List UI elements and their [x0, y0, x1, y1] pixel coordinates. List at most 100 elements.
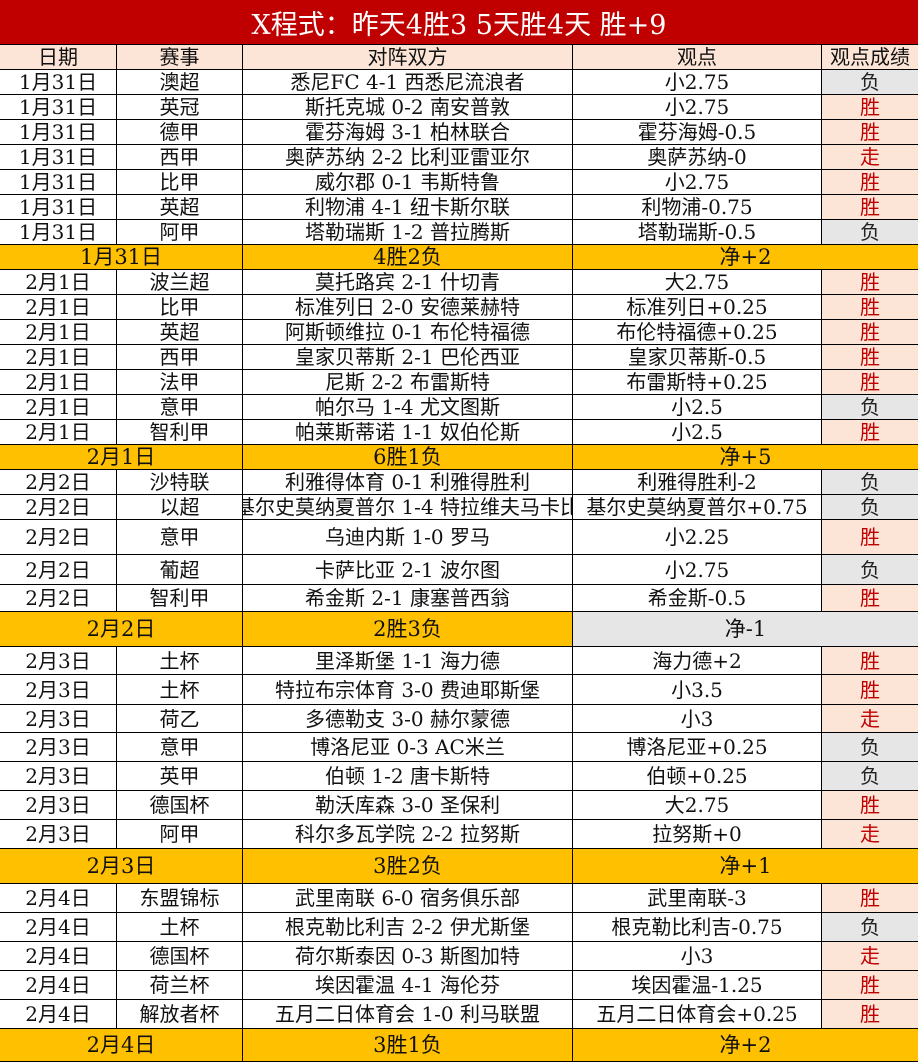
summary-date: 1月31日 [0, 245, 243, 269]
date-cell: 2月4日 [0, 1000, 117, 1028]
date-cell: 2月3日 [0, 733, 117, 761]
summary-record: 6胜1负 [243, 445, 573, 469]
league-cell: 荷兰杯 [117, 971, 243, 999]
result-cell: 胜 [822, 884, 918, 912]
league-cell: 解放者杯 [117, 1000, 243, 1028]
pick-cell: 标准列日+0.25 [573, 295, 822, 319]
pick-cell: 埃因霍温-1.25 [573, 971, 822, 999]
match-cell: 基尔史莫纳夏普尔 1-4 特拉维夫马卡比 [243, 495, 573, 519]
date-cell: 2月1日 [0, 345, 117, 369]
table-row: 1月31日 阿甲 塔勒瑞斯 1-2 普拉腾斯 塔勒瑞斯-0.5 负 [0, 220, 918, 245]
table-row: 2月3日 土杯 里泽斯堡 1-1 海力德 海力德+2 胜 [0, 647, 918, 675]
result-cell: 负 [822, 495, 918, 519]
league-cell: 德甲 [117, 120, 243, 144]
league-cell: 以超 [117, 495, 243, 519]
table-row: 2月3日 德国杯 勒沃库森 3-0 圣保利 大2.75 胜 [0, 791, 918, 820]
result-cell: 负 [822, 555, 918, 584]
pick-cell: 大2.75 [573, 791, 822, 819]
table-row: 2月4日 荷兰杯 埃因霍温 4-1 海伦芬 埃因霍温-1.25 胜 [0, 971, 918, 1000]
summary-net: 净+5 [719, 445, 772, 469]
pick-cell: 利雅得胜利-2 [573, 470, 822, 494]
league-cell: 土杯 [117, 647, 243, 674]
league-cell: 东盟锦标 [117, 884, 243, 912]
match-cell: 霍芬海姆 3-1 柏林联合 [243, 120, 573, 144]
table-row: 2月1日 波兰超 莫托路宾 2-1 什切青 大2.75 胜 [0, 270, 918, 295]
pick-cell: 希金斯-0.5 [573, 585, 822, 611]
match-cell: 特拉布宗体育 3-0 费迪耶斯堡 [243, 675, 573, 704]
date-cell: 2月1日 [0, 320, 117, 344]
pick-cell: 小2.5 [573, 395, 822, 419]
match-cell: 荷尔斯泰因 0-3 斯图加特 [243, 942, 573, 970]
table-row: 2月1日 智利甲 帕莱斯蒂诺 1-1 奴伯伦斯 小2.5 胜 [0, 420, 918, 445]
match-cell: 卡萨比亚 2-1 波尔图 [243, 555, 573, 584]
result-cell: 胜 [822, 520, 918, 554]
date-cell: 2月2日 [0, 520, 117, 554]
date-cell: 2月1日 [0, 370, 117, 394]
summary-row: 2月3日 3胜2负 净+1 [0, 849, 918, 884]
pick-cell: 奥萨苏纳-0 [573, 145, 822, 169]
summary-date: 2月3日 [0, 849, 243, 883]
summary-row: 1月31日 4胜2负 净+2 [0, 245, 918, 270]
league-cell: 西甲 [117, 345, 243, 369]
result-cell: 胜 [822, 95, 918, 119]
league-cell: 西甲 [117, 145, 243, 169]
header-result: 观点成绩 [830, 45, 910, 69]
table-row: 1月31日 德甲 霍芬海姆 3-1 柏林联合 霍芬海姆-0.5 胜 [0, 120, 918, 145]
match-cell: 标准列日 2-0 安德莱赫特 [243, 295, 573, 319]
pick-cell: 小2.75 [573, 95, 822, 119]
table-row: 2月1日 比甲 标准列日 2-0 安德莱赫特 标准列日+0.25 胜 [0, 295, 918, 320]
match-cell: 阿斯顿维拉 0-1 布伦特福德 [243, 320, 573, 344]
summary-net: 净-1 [573, 612, 918, 646]
result-cell: 胜 [822, 420, 918, 444]
date-cell: 2月3日 [0, 647, 117, 674]
table-row: 2月4日 土杯 根克勒比利吉 2-2 伊尤斯堡 根克勒比利吉-0.75 负 [0, 913, 918, 942]
table-row: 2月3日 英甲 伯顿 1-2 唐卡斯特 伯顿+0.25 负 [0, 762, 918, 791]
header-row: 日期 赛事 对阵双方 观点 观点成绩 [0, 45, 918, 70]
summary-record: 3胜1负 [243, 1029, 573, 1061]
result-cell: 负 [822, 220, 918, 244]
match-cell: 尼斯 2-2 布雷斯特 [243, 370, 573, 394]
table-row: 2月2日 以超 基尔史莫纳夏普尔 1-4 特拉维夫马卡比 基尔史莫纳夏普尔+0.75 负 [0, 495, 918, 520]
match-cell: 埃因霍温 4-1 海伦芬 [243, 971, 573, 999]
result-cell: 胜 [822, 320, 918, 344]
match-cell: 莫托路宾 2-1 什切青 [243, 270, 573, 294]
date-cell: 2月2日 [0, 470, 117, 494]
summary-net: 净+2 [719, 1032, 772, 1057]
table-row: 1月31日 澳超 悉尼FC 4-1 西悉尼流浪者 小2.75 负 [0, 70, 918, 95]
date-cell: 2月4日 [0, 971, 117, 999]
date-cell: 2月4日 [0, 884, 117, 912]
date-cell: 2月3日 [0, 820, 117, 848]
match-cell: 威尔郡 0-1 韦斯特鲁 [243, 170, 573, 194]
pick-cell: 博洛尼亚+0.25 [573, 733, 822, 761]
header-pick: 观点 [573, 45, 822, 69]
league-cell: 意甲 [117, 733, 243, 761]
table-row: 2月1日 西甲 皇家贝蒂斯 2-1 巴伦西亚 皇家贝蒂斯-0.5 胜 [0, 345, 918, 370]
match-cell: 多德勒支 3-0 赫尔蒙德 [243, 705, 573, 732]
league-cell: 意甲 [117, 520, 243, 554]
league-cell: 比甲 [117, 170, 243, 194]
match-cell: 勒沃库森 3-0 圣保利 [243, 791, 573, 819]
table-row: 2月3日 荷乙 多德勒支 3-0 赫尔蒙德 小3 走 [0, 705, 918, 733]
date-cell: 2月4日 [0, 942, 117, 970]
result-cell: 胜 [822, 195, 918, 219]
date-cell: 2月2日 [0, 585, 117, 611]
result-cell: 走 [822, 145, 918, 169]
league-cell: 英甲 [117, 762, 243, 790]
match-cell: 悉尼FC 4-1 西悉尼流浪者 [243, 70, 573, 94]
result-cell: 胜 [822, 345, 918, 369]
summary-date: 2月2日 [0, 612, 243, 646]
league-cell: 阿甲 [117, 820, 243, 848]
table-row: 2月2日 意甲 乌迪内斯 1-0 罗马 小2.25 胜 [0, 520, 918, 555]
match-cell: 帕莱斯蒂诺 1-1 奴伯伦斯 [243, 420, 573, 444]
league-cell: 法甲 [117, 370, 243, 394]
result-cell: 胜 [822, 585, 918, 611]
league-cell: 澳超 [117, 70, 243, 94]
date-cell: 2月3日 [0, 762, 117, 790]
summary-date: 2月1日 [0, 445, 243, 469]
result-cell: 走 [822, 705, 918, 732]
result-cell: 胜 [822, 120, 918, 144]
date-cell: 2月3日 [0, 705, 117, 732]
date-cell: 1月31日 [0, 195, 117, 219]
table-row: 2月4日 德国杯 荷尔斯泰因 0-3 斯图加特 小3 走 [0, 942, 918, 971]
table-row: 2月1日 法甲 尼斯 2-2 布雷斯特 布雷斯特+0.25 胜 [0, 370, 918, 395]
